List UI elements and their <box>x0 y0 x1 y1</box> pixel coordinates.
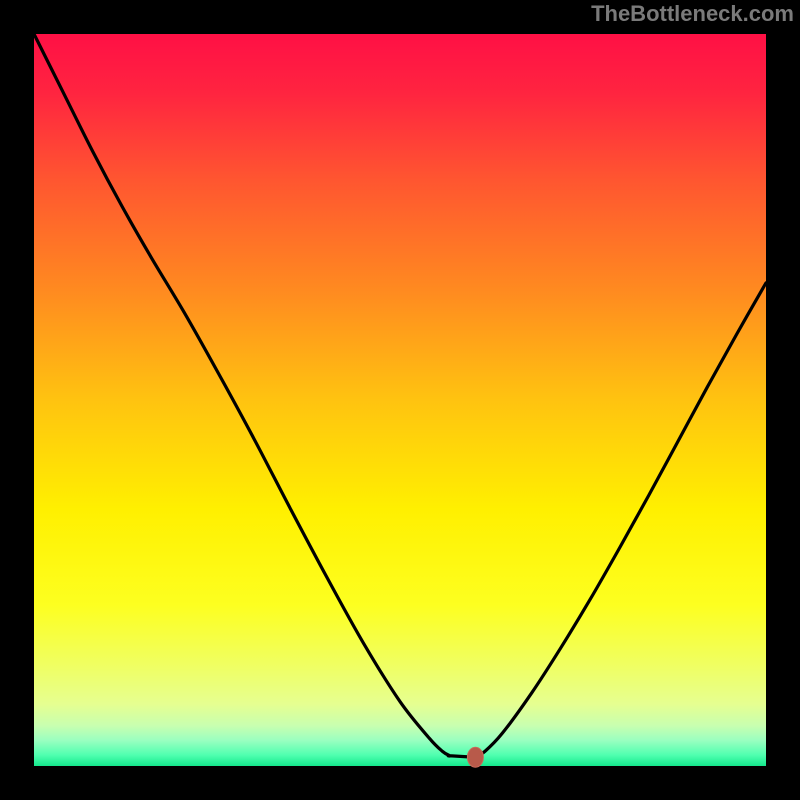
minimum-marker <box>467 747 483 767</box>
watermark-text: TheBottleneck.com <box>591 1 794 27</box>
plot-background <box>34 34 766 766</box>
chart-container: { "watermark": { "text": "TheBottleneck.… <box>0 0 800 800</box>
chart-svg <box>0 0 800 800</box>
